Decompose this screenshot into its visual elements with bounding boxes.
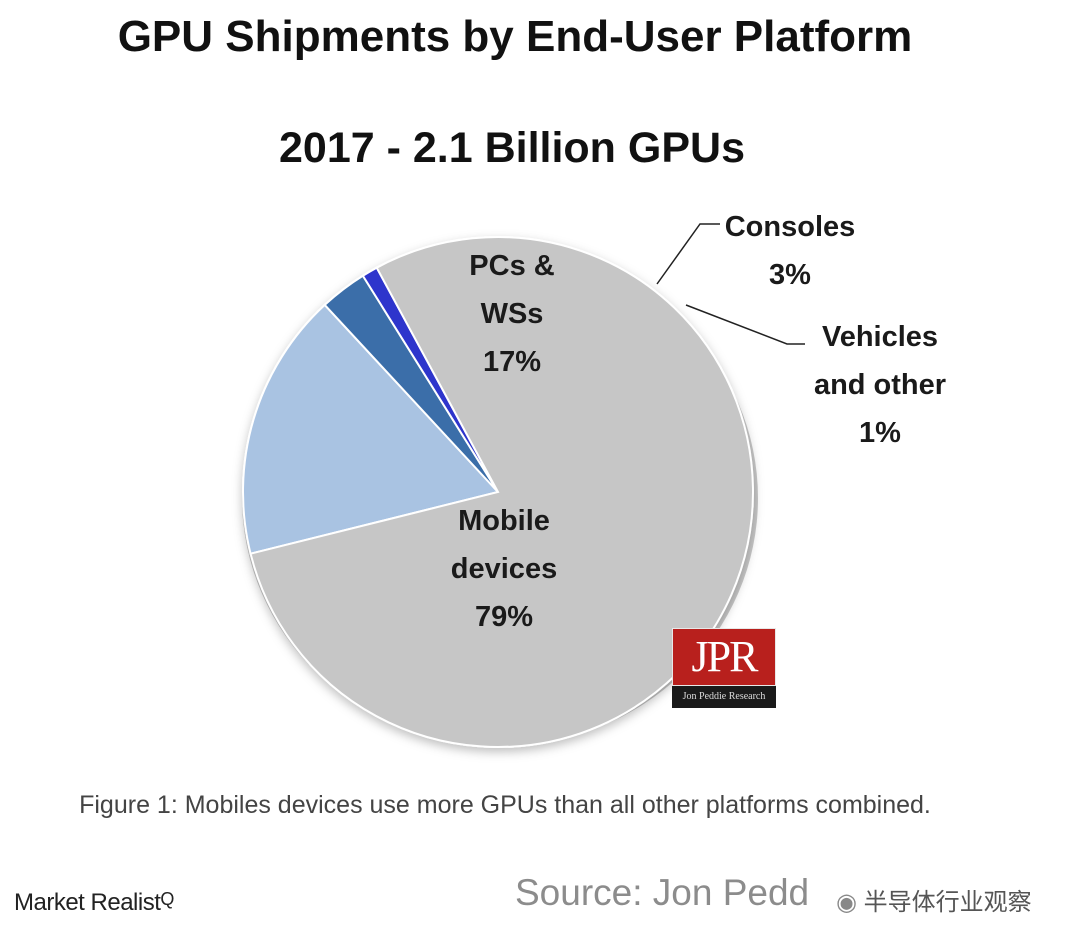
market-realist-text: Market Realist bbox=[14, 889, 161, 916]
leader-line-consoles bbox=[656, 223, 720, 285]
market-realist-logo: Market RealistQ bbox=[14, 889, 174, 917]
jpr-logo-text: JPR bbox=[672, 628, 776, 686]
pie-slice-mobile-devices bbox=[249, 236, 754, 748]
data-label-vehicles-and-other-value: 1% bbox=[859, 417, 901, 449]
data-label-vehicles-and-other: and other bbox=[814, 369, 946, 401]
data-label-vehicles-and-other: Vehicles bbox=[822, 321, 938, 353]
figure-caption: Figure 1: Mobiles devices use more GPUs … bbox=[79, 791, 931, 819]
data-label-consoles: Consoles bbox=[725, 211, 856, 243]
data-label-consoles-value: 3% bbox=[769, 259, 811, 291]
jpr-logo: JPR Jon Peddie Research bbox=[672, 628, 776, 708]
source-text: Source: Jon Pedd bbox=[515, 872, 810, 913]
data-label-mobile-devices-value: 79% bbox=[475, 601, 533, 633]
watermark-text: 半导体行业观察 bbox=[863, 889, 1032, 916]
wechat-watermark: ◉ 半导体行业观察 bbox=[836, 882, 1032, 917]
data-label-mobile-devices: devices bbox=[451, 553, 557, 585]
jpr-logo-subtext: Jon Peddie Research bbox=[672, 686, 776, 708]
magnifier-icon: Q bbox=[160, 889, 174, 909]
pie-slice-pcs-wss bbox=[242, 303, 500, 555]
chart-subtitle: 2017 - 2.1 Billion GPUs bbox=[278, 124, 745, 172]
data-label-pcs-wss-value: 17% bbox=[483, 346, 541, 378]
data-label-pcs-wss: WSs bbox=[481, 298, 544, 330]
leader-line-vehicles-and-other bbox=[685, 304, 805, 345]
data-label-pcs-wss: PCs & bbox=[469, 250, 554, 282]
wechat-icon: ◉ bbox=[836, 889, 857, 916]
chart-title: GPU Shipments by End-User Platform bbox=[117, 12, 913, 61]
data-label-mobile-devices: Mobile bbox=[458, 505, 550, 537]
